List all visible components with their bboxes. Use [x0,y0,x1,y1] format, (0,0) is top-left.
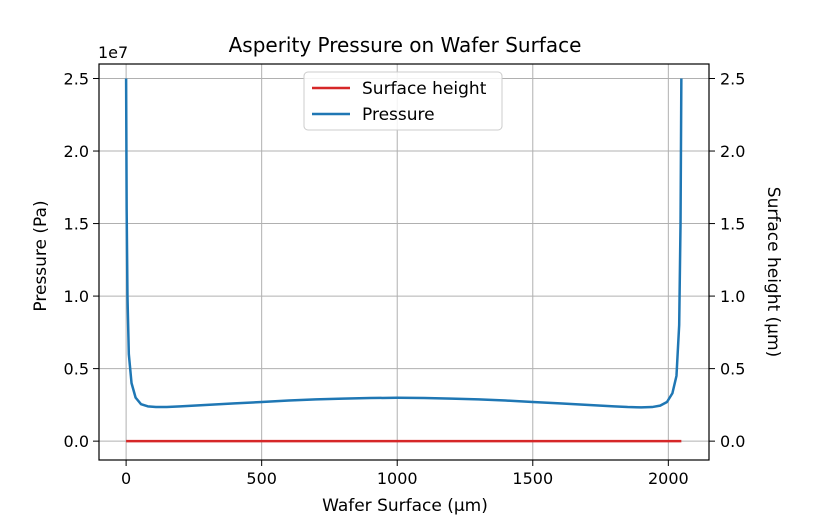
y-tick-label-left: 1.5 [64,215,89,234]
x-tick-label: 0 [121,469,131,488]
y-tick-label-right: 0.5 [720,360,745,379]
x-tick-label: 500 [246,469,277,488]
legend-label-pressure: Pressure [362,105,435,125]
x-axis-label: Wafer Surface (µm) [322,496,488,516]
y-axis-label-right: Surface height (µm) [763,187,783,357]
y-tick-label-left: 1.0 [64,287,89,306]
legend: Surface height Pressure [303,71,503,131]
y-tick-label-left: 2.0 [64,142,89,161]
y-tick-label-right: 1.0 [720,287,745,306]
plot-frame [98,63,710,461]
x-tick-label: 1000 [377,469,418,488]
y-tick-label-left: 0.5 [64,360,89,379]
y-axis-label-left: Pressure (Pa) [31,200,51,311]
x-tick-label: 2000 [648,469,689,488]
chart-title: Asperity Pressure on Wafer Surface [229,33,582,57]
y-tick-label-left: 0.0 [64,432,89,451]
y-tick-label-right: 2.0 [720,142,745,161]
y-tick-label-right: 0.0 [720,432,745,451]
y-tick-label-right: 1.5 [720,215,745,234]
y-tick-label-left: 2.5 [64,70,89,89]
plot-series [124,78,683,443]
y-tick-label-right: 2.5 [720,70,745,89]
x-tick-label: 1500 [512,469,553,488]
series-line-pressure [124,78,683,409]
offset-text: 1e7 [98,43,128,62]
legend-box [303,71,503,131]
legend-label-surface-height: Surface height [362,79,487,99]
ticks: 0 500 1000 1500 2000 0.0 0.0 0.5 0.5 1.0 1.0 1.5 1.5… [64,70,746,488]
